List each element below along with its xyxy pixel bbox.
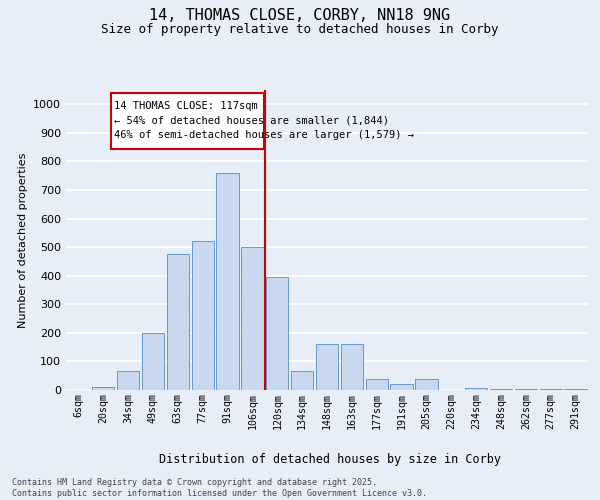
- Text: Size of property relative to detached houses in Corby: Size of property relative to detached ho…: [101, 22, 499, 36]
- Bar: [341, 344, 363, 390]
- Bar: [490, 388, 512, 390]
- Bar: [167, 254, 189, 390]
- Bar: [415, 378, 437, 390]
- Bar: [539, 389, 562, 390]
- Bar: [241, 247, 263, 390]
- Bar: [142, 333, 164, 390]
- Y-axis label: Number of detached properties: Number of detached properties: [17, 152, 28, 328]
- Bar: [191, 242, 214, 390]
- Bar: [266, 277, 289, 390]
- Text: 46% of semi-detached houses are larger (1,579) →: 46% of semi-detached houses are larger (…: [115, 130, 415, 140]
- Bar: [117, 372, 139, 390]
- Text: ← 54% of detached houses are smaller (1,844): ← 54% of detached houses are smaller (1,…: [115, 116, 389, 126]
- Bar: [391, 384, 413, 390]
- Bar: [365, 378, 388, 390]
- Bar: [515, 389, 537, 390]
- Bar: [92, 386, 115, 390]
- Text: 14, THOMAS CLOSE, CORBY, NN18 9NG: 14, THOMAS CLOSE, CORBY, NN18 9NG: [149, 8, 451, 22]
- Bar: [217, 173, 239, 390]
- Text: Contains HM Land Registry data © Crown copyright and database right 2025.
Contai: Contains HM Land Registry data © Crown c…: [12, 478, 427, 498]
- Bar: [465, 388, 487, 390]
- Text: Distribution of detached houses by size in Corby: Distribution of detached houses by size …: [159, 452, 501, 466]
- Bar: [316, 344, 338, 390]
- Bar: [565, 389, 587, 390]
- Bar: [111, 93, 263, 148]
- Bar: [291, 372, 313, 390]
- Text: 14 THOMAS CLOSE: 117sqm: 14 THOMAS CLOSE: 117sqm: [115, 102, 258, 112]
